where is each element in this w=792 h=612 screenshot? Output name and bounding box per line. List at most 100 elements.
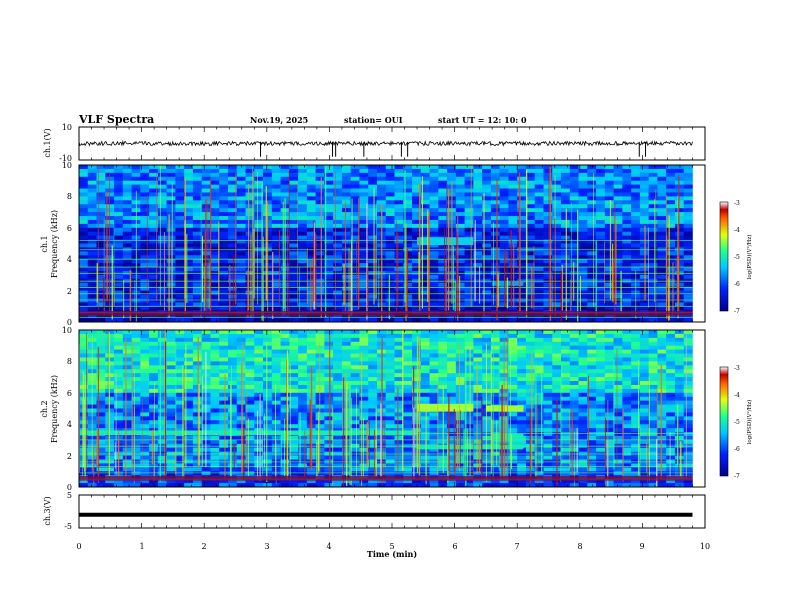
spectrogram-cell	[149, 231, 159, 236]
spectrogram-cell	[114, 341, 124, 346]
spectrogram-cell	[219, 251, 229, 256]
spectrogram-cell	[263, 483, 273, 488]
spectrogram-cell	[324, 318, 334, 323]
spectrogram-cell	[227, 333, 238, 339]
spectrogram-cell	[227, 345, 238, 350]
ch1-cbar-tick-m7: -7	[734, 308, 740, 315]
spectrogram-cell	[464, 243, 474, 248]
spectrogram-cell	[166, 231, 176, 236]
spectrogram-cell	[192, 298, 202, 303]
spectrogram-cell	[333, 424, 343, 429]
spectrogram-cell	[140, 282, 150, 287]
spectrogram-cell	[368, 176, 378, 181]
spectrogram-cell	[429, 388, 439, 394]
spectrogram-cell	[227, 314, 238, 319]
spectrogram-cell	[219, 412, 229, 417]
spectrogram-cell	[534, 314, 544, 319]
spectrogram-cell	[289, 286, 299, 291]
spectrogram-cell	[289, 239, 299, 244]
spectrogram-cell	[227, 168, 238, 174]
spectrogram-cell	[87, 267, 97, 272]
spectrogram-cell	[175, 361, 185, 366]
spectrogram-cell	[394, 243, 404, 248]
spectrogram-cell	[122, 239, 132, 244]
spectrogram-cell	[464, 294, 474, 299]
spectrogram-cell	[192, 353, 202, 358]
spectrogram-cell	[490, 168, 500, 174]
spectrogram-cell	[490, 381, 500, 386]
spectrogram-cell	[280, 384, 290, 390]
spectrogram-cell	[482, 184, 492, 189]
spectrogram-cell	[219, 231, 229, 236]
spectrogram-cell	[394, 274, 404, 280]
spectrogram-cell	[236, 192, 246, 197]
spectrogram-cell	[227, 384, 238, 390]
spectrogram-cell	[552, 165, 562, 170]
spectrogram-cell	[254, 188, 264, 193]
spectrogram-cell	[114, 208, 124, 213]
spectrogram-cell	[192, 318, 202, 323]
spectrogram-cell	[87, 263, 97, 268]
spectrogram-cell	[192, 184, 202, 189]
spectrogram-cell	[473, 212, 483, 217]
spectrogram-cell	[192, 447, 202, 452]
spectrogram-cell	[385, 337, 395, 343]
spectrogram-cell	[552, 274, 562, 280]
spectrogram-cell	[657, 219, 667, 225]
spectrogram-cell	[298, 208, 308, 213]
spectrogram-cell	[289, 463, 299, 468]
spectrogram-cell	[324, 243, 334, 248]
spectrogram-cell	[184, 306, 194, 311]
spectrogram-cell	[192, 428, 202, 433]
spectrogram-cell	[648, 184, 658, 189]
spectrogram-cell	[385, 341, 395, 346]
spectrogram-cell	[666, 286, 676, 291]
spectrogram-cell	[438, 267, 448, 272]
spectrogram-cell	[490, 471, 500, 476]
spectrogram-cell	[622, 259, 632, 264]
spectrogram-cell	[464, 396, 474, 401]
spectrogram-cell	[490, 212, 500, 217]
spectrogram-cell	[464, 392, 474, 398]
spectrogram-cell	[552, 223, 562, 229]
spectrogram-cell	[140, 223, 150, 229]
spectrogram-cell	[622, 286, 632, 291]
spectrogram-cell	[122, 345, 132, 350]
spectrogram-cell	[324, 330, 334, 335]
spectrogram-cell	[149, 165, 159, 170]
spectrogram-cell	[631, 235, 641, 240]
spectrogram-cell	[96, 219, 106, 225]
spectrogram-cell	[166, 435, 176, 441]
spectrogram-cell	[324, 302, 334, 307]
spectrogram-cell	[350, 392, 360, 398]
spectrogram-cell	[569, 176, 579, 181]
spectrogram-cell	[114, 333, 124, 339]
spectrogram-cell	[298, 381, 308, 386]
spectrogram-cell	[210, 216, 220, 221]
spectrogram-cell	[157, 294, 167, 299]
spectrogram-cell	[429, 302, 439, 307]
spectrogram-cell	[341, 263, 351, 268]
spectrogram-cell	[578, 231, 588, 236]
spectrogram-cell	[499, 184, 509, 189]
spectrogram-cell	[341, 361, 351, 366]
spectrogram-cell	[666, 208, 676, 213]
spectrogram-cell	[149, 381, 159, 386]
spectrogram-cell	[552, 188, 562, 193]
spectrogram-cell	[227, 274, 238, 280]
spectrogram-cell	[140, 298, 150, 303]
spectrogram-cell	[175, 259, 185, 264]
spectrogram-cell	[87, 212, 97, 217]
spectrogram-cell	[631, 251, 641, 256]
spectrogram-cell	[289, 251, 299, 256]
spectrogram-cell	[315, 318, 325, 323]
spectrogram-cell	[420, 259, 430, 264]
spectrogram-cell	[412, 294, 422, 299]
spectrogram-cell	[508, 188, 518, 193]
spectrogram-cell	[482, 223, 492, 229]
spectrogram-cell	[236, 337, 246, 343]
spectrogram-cell	[219, 243, 229, 248]
spectrogram-cell	[315, 204, 325, 209]
spectrogram-cell	[438, 188, 448, 193]
date-label: Nov.19, 2025	[250, 115, 308, 125]
